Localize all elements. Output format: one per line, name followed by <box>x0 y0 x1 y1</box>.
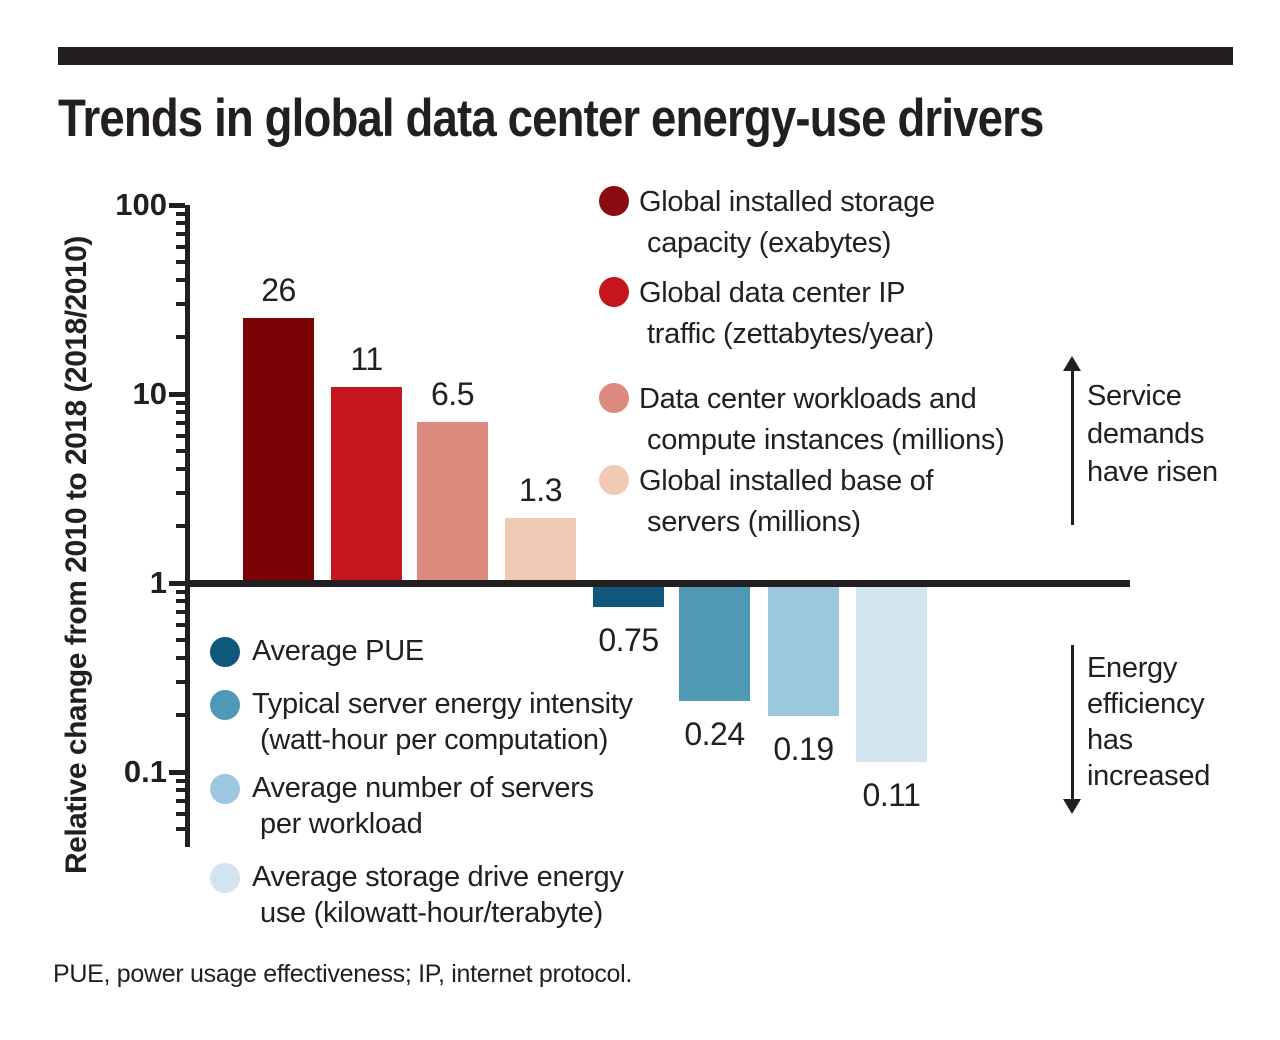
legend-item: Global installed base of servers (million… <box>599 461 934 543</box>
legend-label: Global installed base of servers (million… <box>639 465 934 538</box>
bar-value-label: 0.11 <box>862 777 921 813</box>
y-axis-minor-tick <box>176 599 185 604</box>
legend-label: Average PUE <box>252 635 424 667</box>
y-axis-minor-tick <box>176 788 185 793</box>
y-axis-minor-tick <box>176 713 185 718</box>
y-axis-title: Relative change from 2010 to 2018 (2018/… <box>60 236 93 874</box>
y-axis-minor-tick <box>176 826 185 831</box>
legend-item: Average storage drive energy use (kilowat… <box>210 859 624 931</box>
y-axis-tick-label: 0.1 <box>123 754 167 789</box>
legend-dot <box>210 774 240 804</box>
y-axis-minor-tick <box>176 259 185 264</box>
y-axis-minor-tick <box>176 232 185 237</box>
y-axis-major-tick <box>169 203 185 208</box>
y-axis-minor-tick <box>176 811 185 816</box>
bar-value-label: 1.3 <box>519 472 562 508</box>
y-axis-minor-tick <box>176 589 185 594</box>
chart-title: Trends in global data center energy-use … <box>58 89 1044 148</box>
y-axis-minor-tick <box>176 610 185 615</box>
top-rule <box>58 47 1233 65</box>
legend-item: Average PUE <box>210 633 424 669</box>
bar <box>505 518 576 580</box>
bar <box>679 587 750 701</box>
y-axis-minor-tick <box>176 301 185 306</box>
footnote: PUE, power usage effectiveness; IP, inte… <box>53 960 633 988</box>
y-axis-minor-tick <box>176 656 185 661</box>
bar-value-label: 11 <box>350 341 383 377</box>
legend-item: Global installed storage capacity (exabyt… <box>599 182 935 264</box>
y-axis-major-tick <box>169 770 185 775</box>
y-axis-minor-tick <box>176 637 185 642</box>
y-axis-minor-tick <box>176 244 185 249</box>
legend-label: Average storage drive energy use (kilowat… <box>252 861 624 929</box>
legend-label: Typical server energy intensity (watt-hou… <box>252 688 633 756</box>
y-axis-minor-tick <box>176 490 185 495</box>
bar <box>331 387 402 580</box>
baseline-y1 <box>185 580 1130 587</box>
legend-item: Average number of servers per workload <box>210 770 594 842</box>
legend-label: Data center workloads and compute instanc… <box>639 383 1005 456</box>
y-axis-minor-tick <box>176 622 185 627</box>
legend-dot <box>599 186 629 216</box>
legend-item: Data center workloads and compute instanc… <box>599 379 1005 461</box>
bar <box>856 587 927 762</box>
y-axis-minor-tick <box>176 211 185 216</box>
y-axis-tick-label: 1 <box>149 565 167 600</box>
y-axis-major-tick <box>169 581 185 586</box>
y-axis-minor-tick <box>176 448 185 453</box>
down-arrow <box>1071 645 1074 800</box>
bar-value-label: 0.75 <box>598 622 659 658</box>
bar-value-label: 0.19 <box>773 731 834 767</box>
y-axis-minor-tick <box>176 679 185 684</box>
legend-item: Global data center IP traffic (zettabytes… <box>599 273 934 355</box>
y-axis-minor-tick <box>176 410 185 415</box>
legend-dot <box>210 863 240 893</box>
y-axis-minor-tick <box>176 799 185 804</box>
bar <box>243 318 314 580</box>
y-axis-minor-tick <box>176 221 185 226</box>
legend-label: Global installed storage capacity (exabyt… <box>639 186 935 259</box>
legend-dot <box>210 690 240 720</box>
y-axis-major-tick <box>169 392 185 397</box>
y-axis-minor-tick <box>176 524 185 529</box>
y-axis-minor-tick <box>176 467 185 472</box>
up-arrow <box>1071 368 1074 525</box>
annotation-service-demands: Service demands have risen <box>1087 380 1218 488</box>
up-arrow-head <box>1063 356 1081 371</box>
y-axis-minor-tick <box>176 433 185 438</box>
y-axis-minor-tick <box>176 335 185 340</box>
y-axis-minor-tick <box>176 778 185 783</box>
legend-dot <box>599 465 629 495</box>
bar <box>593 587 664 607</box>
y-axis-minor-tick <box>176 400 185 405</box>
y-axis-line <box>185 205 190 847</box>
annotation-energy-efficiency: Energy efficiency has increased <box>1087 652 1211 792</box>
legend-dot <box>210 637 240 667</box>
legend-label: Global data center IP traffic (zettabytes… <box>639 277 934 350</box>
bar <box>768 587 839 716</box>
y-axis-minor-tick <box>176 421 185 426</box>
y-axis-tick-label: 100 <box>115 187 167 222</box>
y-axis-tick-label: 10 <box>132 376 167 411</box>
bar <box>417 422 488 580</box>
legend-dot <box>599 383 629 413</box>
y-axis-minor-tick <box>176 278 185 283</box>
bar-value-label: 26 <box>261 272 296 308</box>
down-arrow-head <box>1063 799 1081 814</box>
bar-value-label: 6.5 <box>431 376 474 412</box>
legend-dot <box>599 277 629 307</box>
bar-value-label: 0.24 <box>684 716 745 752</box>
legend-label: Average number of servers per workload <box>252 772 594 840</box>
legend-item: Typical server energy intensity (watt-hou… <box>210 686 633 758</box>
